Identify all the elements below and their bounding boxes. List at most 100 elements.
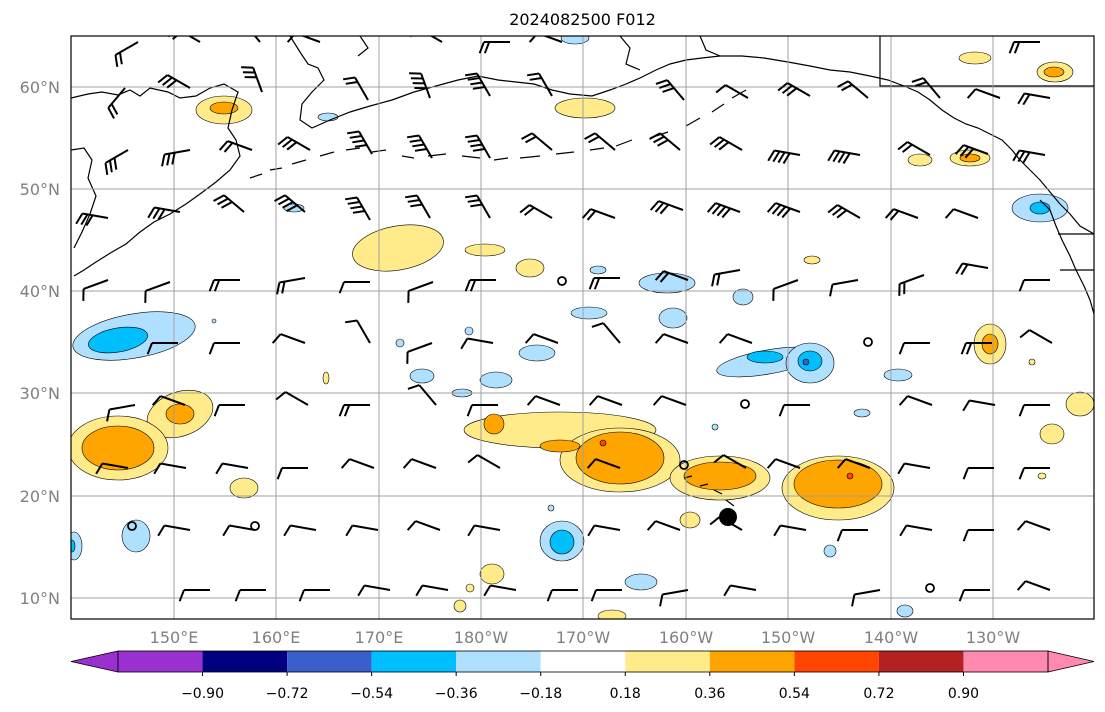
wind-barb [827, 204, 861, 219]
lat-tick-label: 50°N [20, 180, 60, 199]
anomaly-shading [71, 36, 1094, 619]
wind-barb [646, 520, 681, 531]
anomaly-contour [570, 306, 608, 320]
wind-barb [208, 279, 240, 292]
wind-barb [274, 194, 306, 213]
wind-barb [711, 269, 741, 287]
wind-barb [298, 589, 330, 602]
wind-barb [715, 84, 749, 99]
wind-barb [652, 395, 687, 406]
wind-barb [836, 458, 871, 469]
wind-barb [338, 404, 370, 417]
wind-barb [406, 134, 433, 159]
anomaly-contour [549, 529, 575, 555]
wind-barb [590, 589, 622, 602]
wind-barb [1008, 41, 1040, 54]
wind-barb [586, 458, 621, 469]
lat-tick-label: 30°N [20, 384, 60, 403]
coastline-alaska-north [357, 36, 721, 71]
wind-barb [836, 529, 868, 542]
anomaly-contour [599, 439, 607, 447]
wind-barb [253, 36, 261, 43]
anomaly-contour [165, 403, 195, 425]
wind-barb [241, 66, 263, 93]
wind-barb [723, 584, 757, 597]
anomaly-contour [317, 112, 339, 122]
wind-barb [911, 77, 941, 99]
calm-circle [863, 337, 873, 347]
lon-tick-label: 140°W [864, 628, 919, 647]
wind-barb [1016, 580, 1051, 591]
wind-barb [344, 319, 371, 344]
wind-barb [777, 82, 811, 97]
wind-barb [409, 72, 431, 99]
wind-barb [404, 194, 431, 219]
anomaly-contour [211, 318, 217, 324]
wind-barb [899, 524, 933, 537]
wind-barb [161, 149, 191, 167]
colorbar: −0.90 −0.72 −0.54 −0.36 −0.18 0.18 0.36 0.54 0.7… [70, 650, 1095, 702]
wind-barb [157, 74, 191, 89]
wind-barb [773, 524, 807, 537]
wind-barb [213, 404, 245, 417]
wind-barb [215, 462, 249, 475]
wind-barb [213, 194, 245, 213]
wind-barb [234, 589, 266, 602]
colorbar-tick-label: 0.72 [863, 686, 894, 702]
colorbar-segment [371, 651, 457, 672]
coastline-kamchatka [71, 83, 241, 277]
wind-barb [778, 404, 810, 417]
wind-barb [649, 200, 684, 215]
anomaly-contour [464, 326, 474, 336]
wind-barb [897, 462, 931, 475]
colorbar-segment [118, 651, 203, 672]
wind-barb [1019, 329, 1053, 344]
wind-barb [966, 88, 1001, 99]
wind-barb [276, 467, 308, 480]
wind-barb [467, 524, 501, 537]
anomaly-contour [958, 51, 992, 65]
wind-barb [466, 404, 498, 417]
anomaly-contour [679, 511, 701, 529]
colorbar-tick-label: −0.18 [519, 686, 562, 702]
calm-circle [250, 521, 260, 531]
wind-barb [944, 208, 979, 219]
wind-barb [464, 194, 491, 219]
wind-barb [958, 589, 990, 602]
anomaly-contour [479, 371, 513, 389]
wind-barb [95, 462, 129, 475]
anomaly-contour [1037, 472, 1047, 480]
wind-barb [157, 524, 191, 537]
anomaly-contour [1065, 391, 1094, 417]
calm-circle [127, 521, 137, 531]
anomaly-contour [624, 573, 658, 591]
anomaly-contour [823, 544, 837, 558]
coastline-okhotsk [71, 147, 97, 249]
anomaly-contour [907, 153, 933, 167]
anomaly-contour [229, 477, 259, 499]
anomaly-contour [658, 307, 688, 329]
lat-labels: 10°N 20°N 30°N 40°N 50°N 60°N [20, 78, 60, 608]
wind-barb [827, 149, 861, 164]
colorbar-segment [540, 651, 626, 672]
wind-barb [276, 277, 306, 295]
colorbar-tick-label: −0.72 [266, 686, 309, 702]
wind-barb [338, 281, 370, 294]
wind-barb [106, 404, 136, 422]
wind-barb [153, 462, 187, 475]
colorbar-tick-label: 0.18 [610, 686, 641, 702]
wind-barb [178, 589, 210, 602]
lat-tick-label: 20°N [20, 487, 60, 506]
wind-barb [960, 342, 992, 355]
wind-barbs [75, 36, 1053, 607]
wind-barb [222, 524, 256, 537]
anomaly-contour [560, 36, 590, 45]
wind-barb [588, 395, 623, 406]
wind-barb [897, 141, 931, 156]
wind-barb [415, 584, 449, 597]
wind-barb [898, 274, 925, 296]
wind-barb [581, 208, 616, 221]
anomaly-contour [802, 358, 810, 366]
wind-barb [654, 333, 689, 344]
coastline-hawaii [683, 475, 735, 507]
